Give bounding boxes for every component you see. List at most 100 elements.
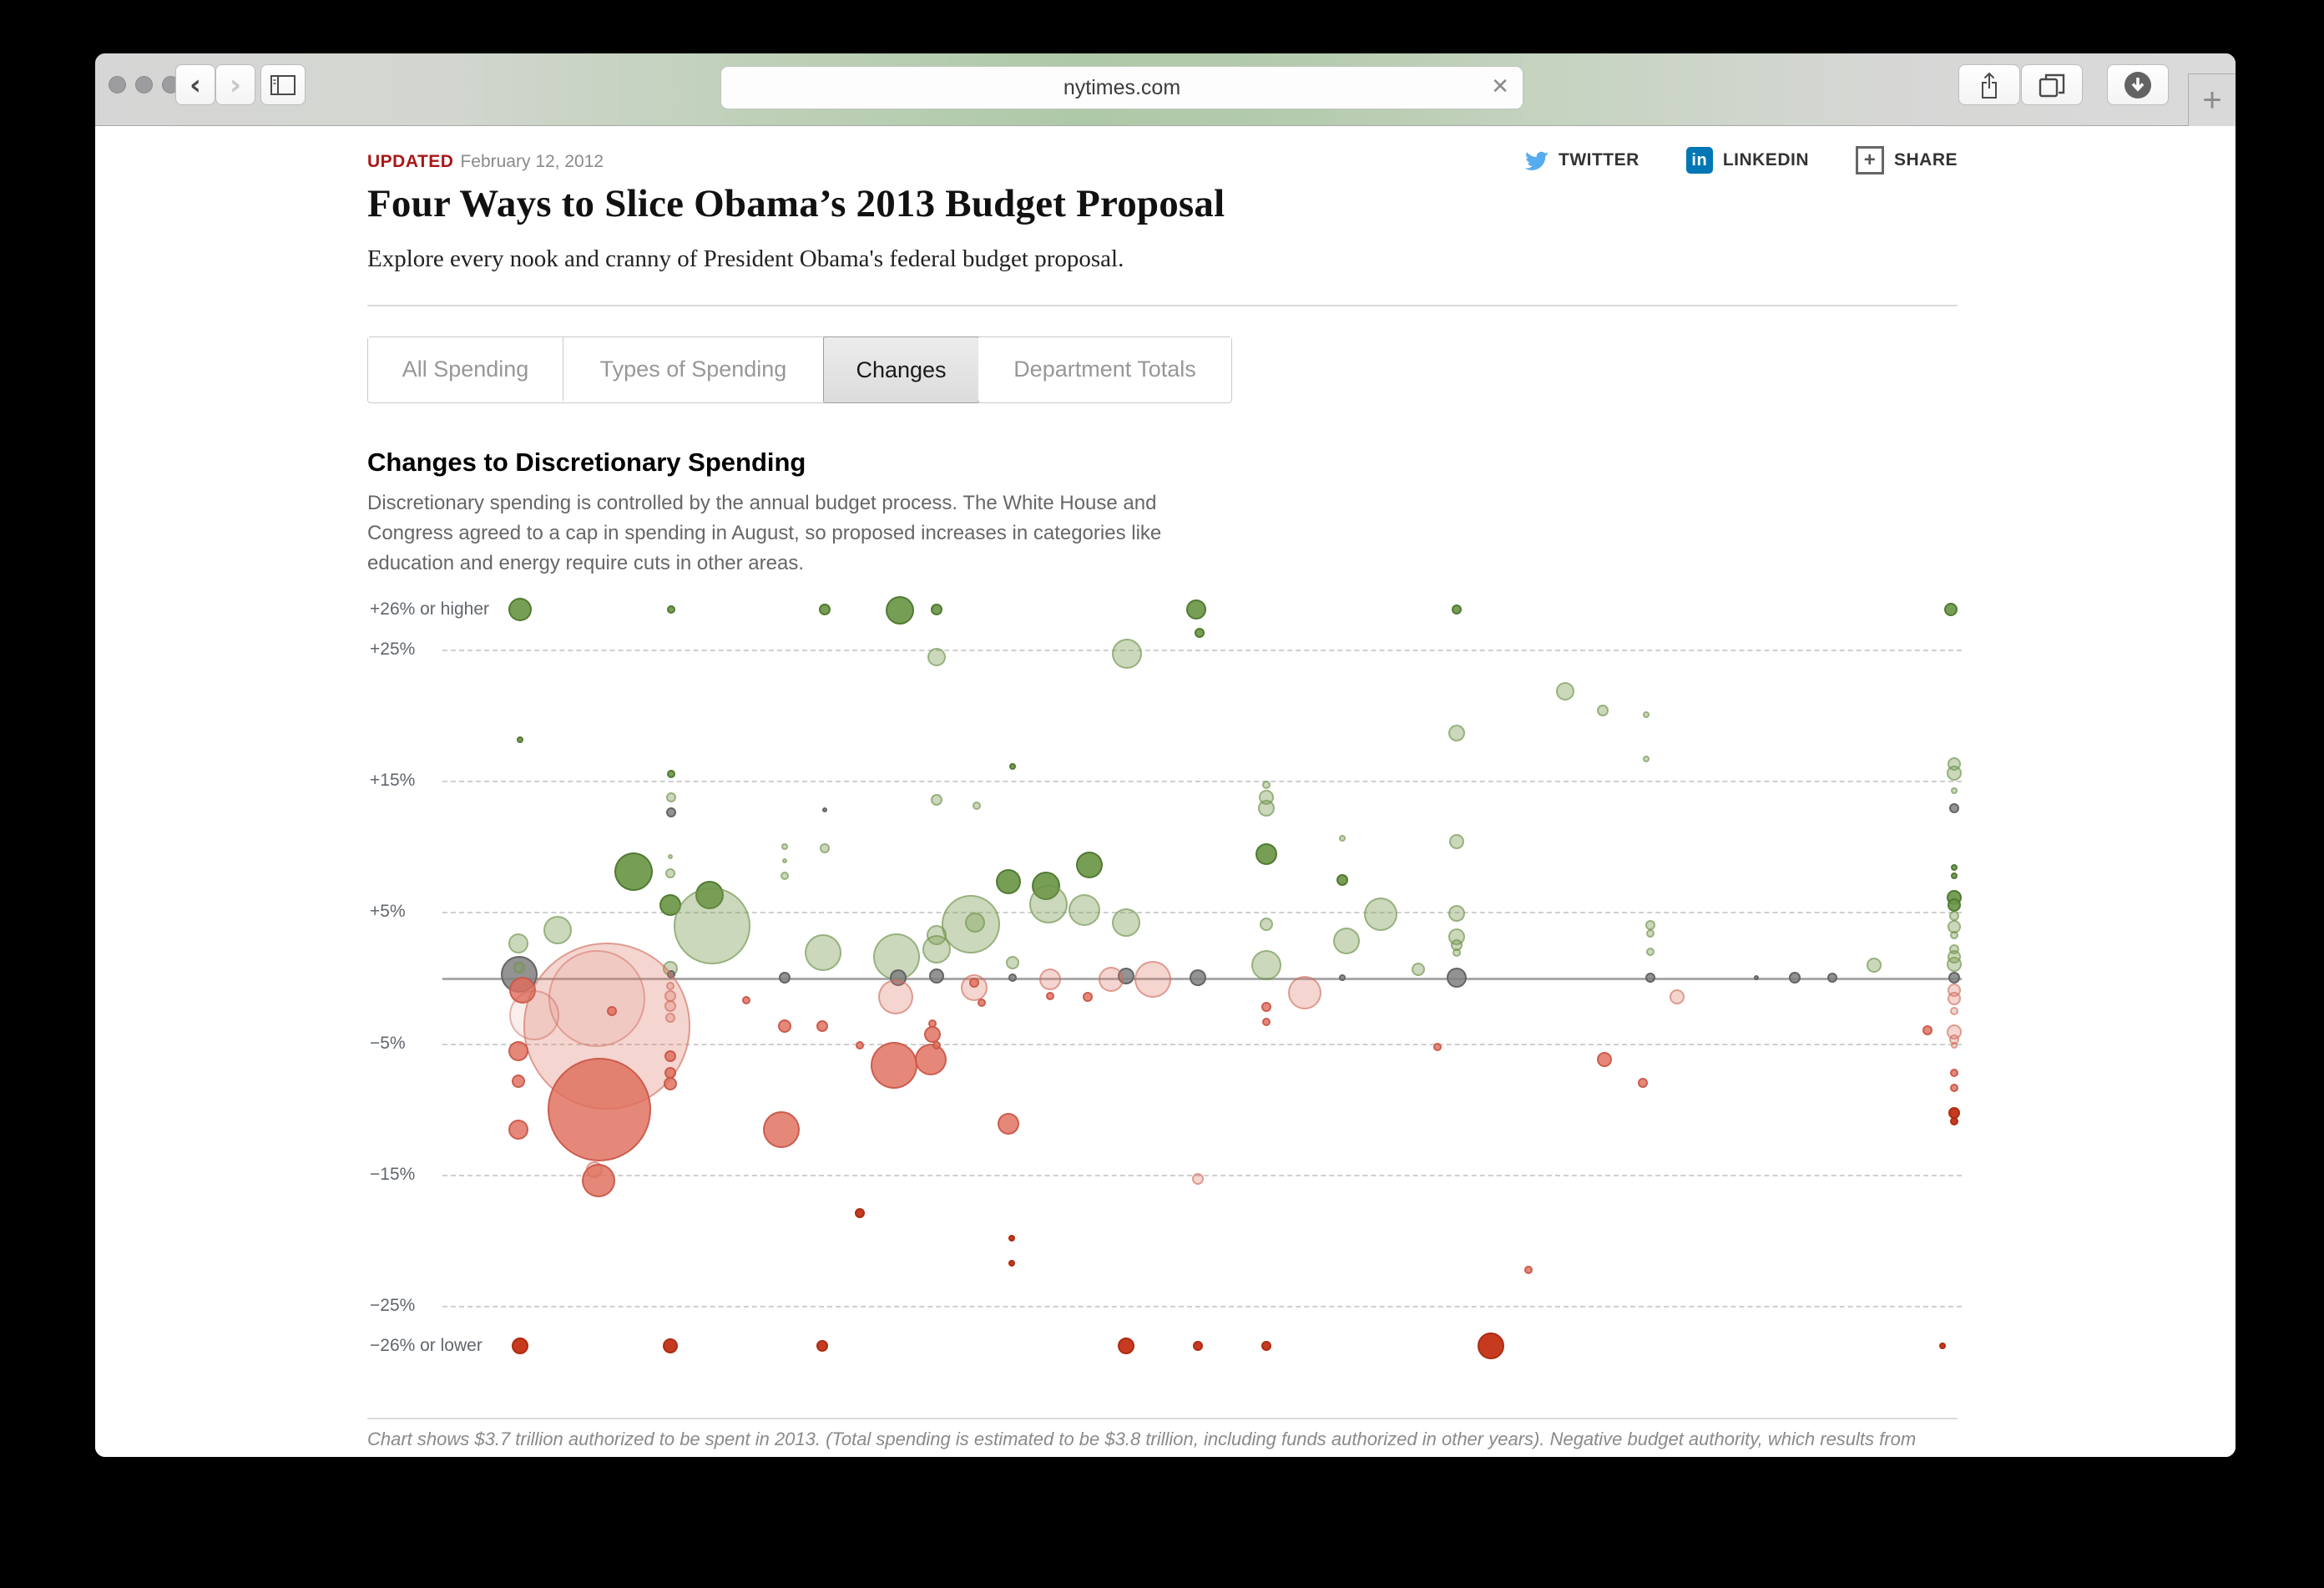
tab-overview-button[interactable] [2021, 64, 2083, 105]
bubble[interactable] [1412, 963, 1425, 976]
bubble[interactable] [931, 604, 942, 615]
bubble[interactable] [931, 794, 942, 806]
bubble[interactable] [1948, 992, 1961, 1005]
bubble[interactable] [1950, 1007, 1958, 1015]
linkedin-share-button[interactable]: in LINKEDIN [1685, 147, 1809, 174]
bubble[interactable] [915, 1044, 947, 1075]
bubble[interactable] [782, 858, 787, 863]
bubble[interactable] [607, 1006, 617, 1016]
downloads-button[interactable] [2107, 64, 2169, 105]
bubble[interactable] [1947, 957, 1962, 972]
bubble[interactable] [1949, 803, 1959, 813]
bubble[interactable] [548, 1058, 651, 1161]
bubble[interactable] [1186, 599, 1206, 620]
window-controls[interactable] [109, 76, 179, 94]
bubble[interactable] [513, 962, 525, 974]
bubble[interactable] [1646, 929, 1655, 938]
bubble[interactable] [1258, 800, 1275, 817]
bubble[interactable] [1948, 972, 1960, 984]
bubble[interactable] [965, 913, 985, 933]
bubble[interactable] [1251, 950, 1281, 980]
bubble[interactable] [508, 598, 532, 621]
bubble[interactable] [1597, 705, 1609, 716]
bubble[interactable] [1645, 973, 1655, 983]
bubble[interactable] [1478, 1333, 1504, 1359]
bubble[interactable] [1008, 1260, 1015, 1267]
bubble[interactable] [1524, 1266, 1533, 1274]
bubble[interactable] [855, 1208, 865, 1218]
bubble[interactable] [512, 1075, 525, 1088]
bubble[interactable] [666, 982, 674, 990]
twitter-share-button[interactable]: TWITTER [1523, 149, 1639, 171]
bubble[interactable] [1433, 1043, 1442, 1051]
bubble[interactable] [674, 888, 750, 964]
bubble[interactable] [961, 974, 988, 1001]
bubble[interactable] [1646, 948, 1655, 956]
bubble[interactable] [1448, 905, 1465, 922]
bubble[interactable] [1046, 992, 1054, 1000]
bubble[interactable] [508, 933, 528, 953]
bubble[interactable] [1262, 781, 1271, 789]
share-button[interactable] [1958, 64, 2020, 105]
bubble[interactable] [819, 604, 831, 615]
bubble[interactable] [509, 990, 559, 1040]
back-button[interactable]: ‹ [175, 64, 215, 105]
close-window-icon[interactable] [109, 76, 126, 94]
bubble[interactable] [666, 792, 676, 802]
bubble[interactable] [1029, 885, 1068, 923]
share-share-button[interactable]: + SHARE [1855, 146, 1958, 174]
bubble[interactable] [805, 934, 841, 971]
bubble[interactable] [1190, 969, 1206, 986]
bubble[interactable] [1099, 967, 1124, 992]
bubble[interactable] [1789, 972, 1801, 984]
forward-button[interactable]: › [215, 64, 255, 105]
bubble[interactable] [543, 916, 572, 944]
bubble[interactable] [1452, 948, 1461, 957]
bubble[interactable] [614, 852, 653, 891]
bubble[interactable] [1950, 1117, 1958, 1125]
bubble[interactable] [1447, 968, 1467, 988]
bubble[interactable] [667, 770, 675, 778]
bubble[interactable] [1449, 834, 1464, 849]
tab-all-spending[interactable]: All Spending [368, 337, 563, 401]
bubble[interactable] [1255, 843, 1277, 865]
bubble[interactable] [508, 1120, 528, 1140]
bubble[interactable] [929, 968, 944, 984]
bubble[interactable] [1597, 1052, 1612, 1067]
bubble[interactable] [1009, 763, 1016, 770]
bubble[interactable] [1670, 989, 1685, 1004]
bubble[interactable] [779, 972, 791, 984]
bubble[interactable] [1008, 974, 1017, 982]
tab-types-of-spending[interactable]: Types of Spending [563, 337, 824, 401]
stop-loading-icon[interactable]: ✕ [1491, 73, 1509, 99]
bubble[interactable] [1112, 639, 1142, 669]
bubble[interactable] [969, 978, 979, 988]
bubble[interactable] [664, 1077, 677, 1090]
bubble[interactable] [508, 1041, 528, 1061]
bubble[interactable] [1448, 725, 1465, 741]
bubble[interactable] [1076, 852, 1103, 878]
bubble[interactable] [742, 996, 750, 1004]
bubble[interactable] [1260, 918, 1273, 931]
bubble[interactable] [1336, 874, 1348, 886]
bubble[interactable] [1950, 1084, 1958, 1092]
bubble[interactable] [1118, 1338, 1134, 1354]
bubble[interactable] [1039, 968, 1061, 990]
bubble[interactable] [1288, 976, 1321, 1009]
bubble[interactable] [1827, 973, 1837, 983]
bubble[interactable] [512, 1338, 528, 1354]
bubble[interactable] [1950, 931, 1958, 939]
bubble[interactable] [1947, 766, 1962, 781]
bubble[interactable] [1452, 604, 1462, 614]
bubble[interactable] [871, 1042, 917, 1089]
bubble[interactable] [1951, 872, 1958, 879]
bubble[interactable] [822, 807, 827, 812]
bubble[interactable] [1083, 992, 1093, 1002]
bubble[interactable] [517, 736, 523, 743]
bubble[interactable] [664, 1000, 676, 1012]
sidebar-button[interactable] [260, 64, 306, 105]
bubble[interactable] [663, 1338, 678, 1353]
bubble[interactable] [1638, 1078, 1648, 1088]
bubble[interactable] [781, 843, 788, 850]
bubble[interactable] [1112, 908, 1140, 937]
